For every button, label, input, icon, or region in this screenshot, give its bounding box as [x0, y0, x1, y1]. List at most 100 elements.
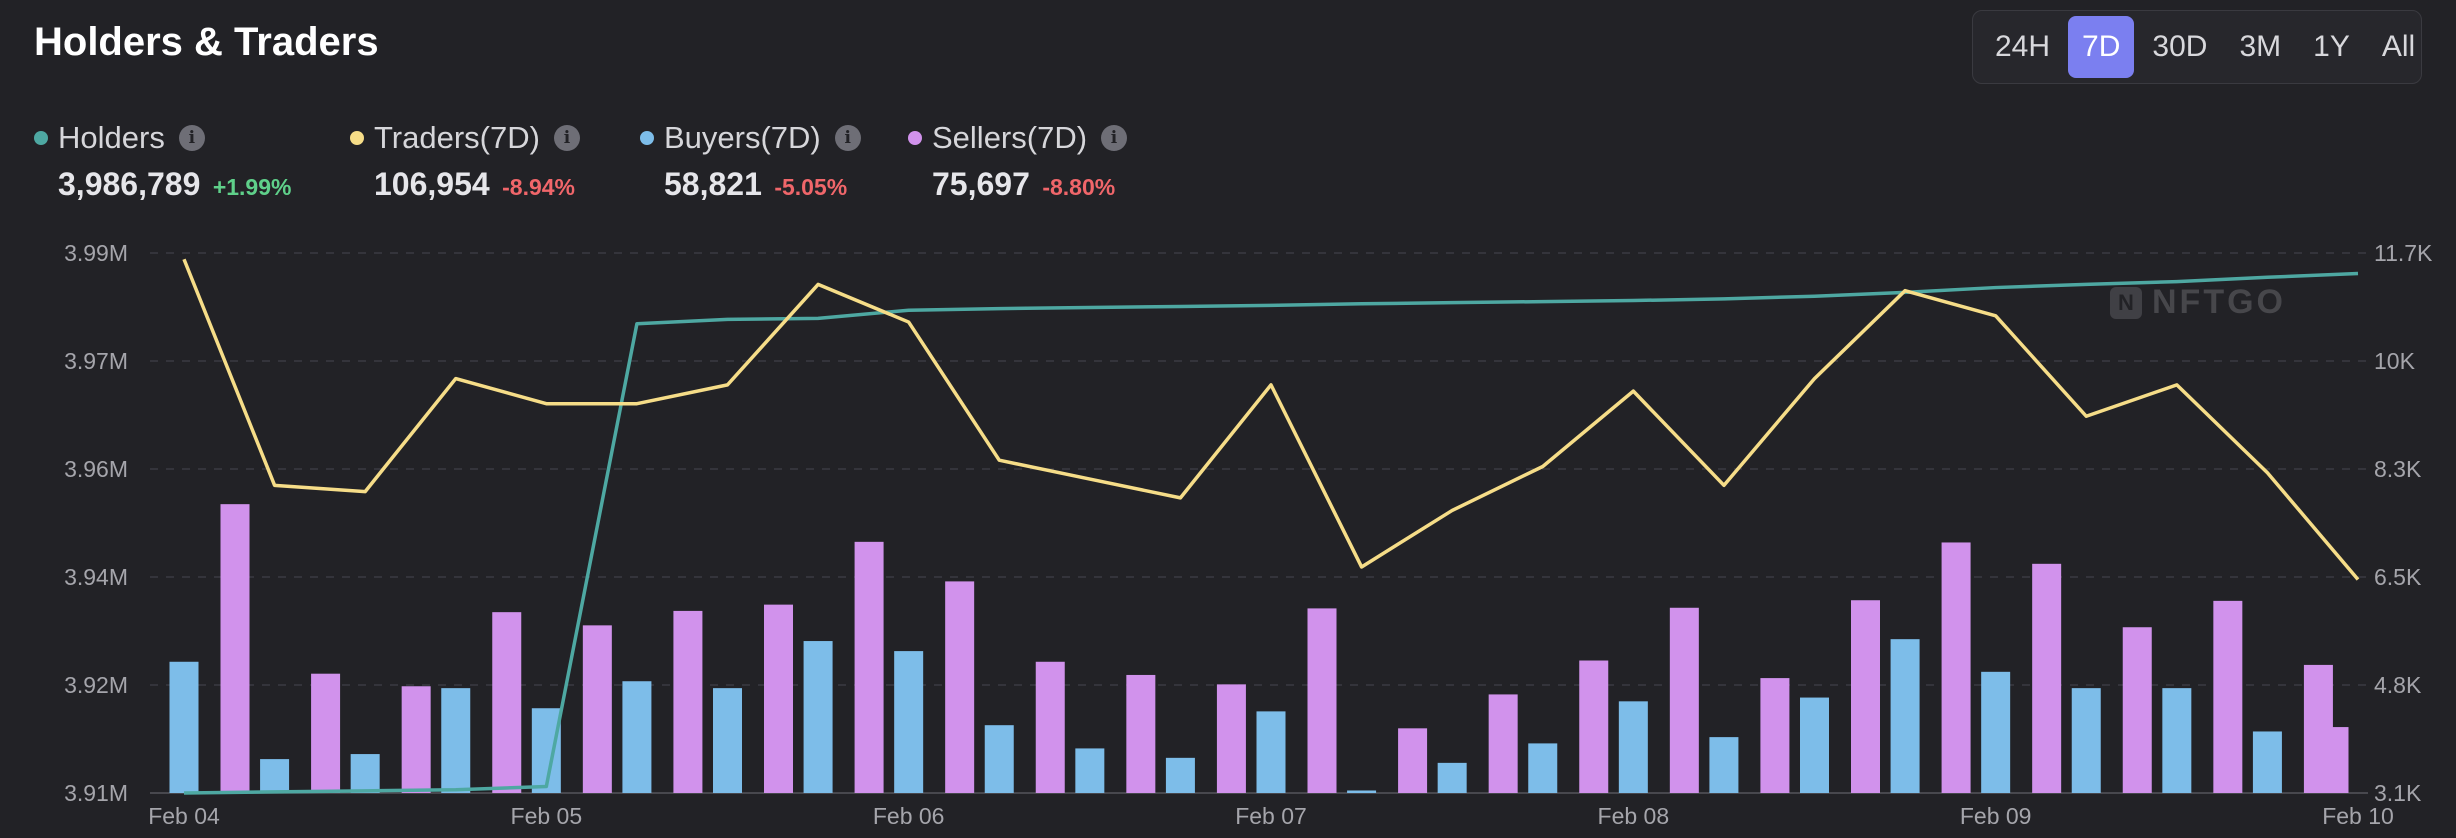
- buyers-bar: [1437, 762, 1467, 793]
- buyers-bar: [1347, 790, 1377, 793]
- time-range-selector: 24H 7D 30D 3M 1Y All: [1972, 10, 2422, 84]
- info-icon[interactable]: i: [834, 125, 861, 151]
- buyers-bar: [1618, 701, 1648, 793]
- buyers-bar: [350, 754, 380, 793]
- traders-change: -8.94%: [502, 174, 575, 200]
- left-axis-tick-label: 3.99M: [64, 240, 128, 266]
- range-1y-button[interactable]: 1Y: [2313, 30, 2350, 63]
- right-axis-tick-label: 4.8K: [2374, 672, 2422, 698]
- sellers-bar: [1941, 542, 1971, 793]
- legend-holders[interactable]: Holders i 3,986,789 +1.99%: [34, 118, 291, 203]
- range-24h-button[interactable]: 24H: [1995, 30, 2051, 63]
- buyers-dot-icon: [640, 131, 654, 145]
- buyers-bar: [2252, 731, 2282, 793]
- buyers-bar: [1075, 748, 1105, 793]
- sellers-bar: [2032, 563, 2062, 793]
- x-axis-tick-label: Feb 09: [1960, 803, 2032, 829]
- buyers-bar: [2162, 688, 2192, 793]
- buyers-bar: [803, 641, 833, 793]
- x-axis-tick-label: Feb 05: [511, 803, 583, 829]
- info-icon[interactable]: i: [178, 125, 205, 151]
- buyers-bar: [260, 759, 290, 793]
- sellers-change: -8.80%: [1042, 174, 1116, 200]
- sellers-bar: [220, 504, 250, 793]
- sellers-bar: [582, 625, 612, 793]
- right-axis-tick-label: 8.3K: [2374, 456, 2422, 482]
- sellers-bar: [1669, 607, 1699, 793]
- sellers-bar: [1398, 728, 1428, 793]
- legend-holders-label: Holders: [58, 120, 165, 155]
- legend-traders-label: Traders(7D): [374, 120, 540, 155]
- sellers-bar: [1126, 674, 1156, 793]
- buyers-bar: [169, 661, 199, 793]
- traders-dot-icon: [350, 131, 364, 145]
- traders-value: 106,954: [374, 166, 490, 202]
- nftgo-logo-icon: N: [2110, 286, 2142, 319]
- watermark-text: NFTGO: [2152, 283, 2286, 321]
- traders-line: [182, 258, 2360, 581]
- right-axis-tick-label: 10K: [2374, 348, 2416, 374]
- holders-change: +1.99%: [212, 174, 292, 200]
- sellers-bar: [1760, 678, 1790, 793]
- left-axis-tick-label: 3.92M: [64, 672, 128, 698]
- buyers-bar: [894, 651, 924, 793]
- legend-traders[interactable]: Traders(7D) i 106,954 -8.94%: [350, 118, 580, 203]
- holders-line: [183, 271, 2359, 795]
- sellers-bar: [1579, 660, 1609, 793]
- x-axis-tick-label: Feb 06: [873, 803, 945, 829]
- sellers-bar: [1307, 608, 1337, 793]
- sellers-bar: [401, 686, 431, 793]
- sellers-bar: [673, 610, 703, 793]
- sellers-value: 75,697: [932, 166, 1030, 202]
- x-axis-tick-label: Feb 10: [2322, 803, 2394, 829]
- sellers-bar: [854, 541, 884, 793]
- sellers-bar: [2122, 627, 2152, 793]
- sellers-dot-icon: [908, 131, 922, 145]
- sellers-bar: [2213, 600, 2243, 793]
- right-axis-tick-label: 11.7K: [2374, 240, 2433, 266]
- buyers-bar: [622, 681, 652, 793]
- buyers-value: 58,821: [664, 166, 762, 202]
- right-axis-tick-label: 6.5K: [2374, 564, 2422, 590]
- info-icon[interactable]: i: [1101, 125, 1128, 151]
- buyers-bar: [713, 688, 742, 793]
- buyers-bar: [1709, 737, 1739, 793]
- nftgo-watermark: N NFTGO: [2110, 283, 2286, 322]
- sellers-bar: [311, 673, 341, 793]
- legend-buyers[interactable]: Buyers(7D) i 58,821 -5.05%: [640, 118, 861, 203]
- left-axis-tick-label: 3.94M: [64, 564, 128, 590]
- sellers-bar: [2319, 727, 2349, 793]
- page-title: Holders & Traders: [34, 20, 379, 64]
- legend-buyers-label: Buyers(7D): [664, 120, 821, 155]
- sellers-bar: [945, 581, 975, 793]
- sellers-bar: [1488, 694, 1518, 793]
- legend-sellers-label: Sellers(7D): [932, 120, 1088, 155]
- info-icon[interactable]: i: [553, 125, 580, 151]
- left-axis-tick-label: 3.91M: [64, 780, 128, 806]
- x-axis-tick-label: Feb 08: [1598, 803, 1670, 829]
- sellers-bar: [1851, 600, 1880, 793]
- range-all-button[interactable]: All: [2381, 30, 2416, 63]
- sellers-bar: [1216, 684, 1246, 793]
- left-axis-tick-label: 3.96M: [64, 456, 128, 482]
- holders-value: 3,986,789: [58, 166, 201, 202]
- buyers-bar: [1256, 711, 1286, 793]
- buyers-bar: [1165, 757, 1195, 793]
- sellers-bar: [492, 612, 522, 793]
- buyers-bar: [984, 725, 1014, 793]
- buyers-change: -5.05%: [774, 174, 848, 200]
- sellers-bar: [1035, 661, 1065, 793]
- sellers-bar: [764, 604, 793, 793]
- range-7d-button[interactable]: 7D: [2068, 16, 2135, 78]
- range-30d-button[interactable]: 30D: [2152, 30, 2208, 63]
- buyers-bar: [1981, 671, 2011, 793]
- buyers-bar: [2071, 688, 2101, 793]
- holders-dot-icon: [34, 131, 48, 145]
- x-axis-tick-label: Feb 04: [148, 803, 220, 829]
- buyers-bar: [1528, 743, 1558, 793]
- range-3m-button[interactable]: 3M: [2239, 30, 2282, 63]
- buyers-bar: [1890, 639, 1920, 793]
- legend-sellers[interactable]: Sellers(7D) i 75,697 -8.80%: [908, 118, 1128, 203]
- buyers-bar: [1800, 697, 1829, 793]
